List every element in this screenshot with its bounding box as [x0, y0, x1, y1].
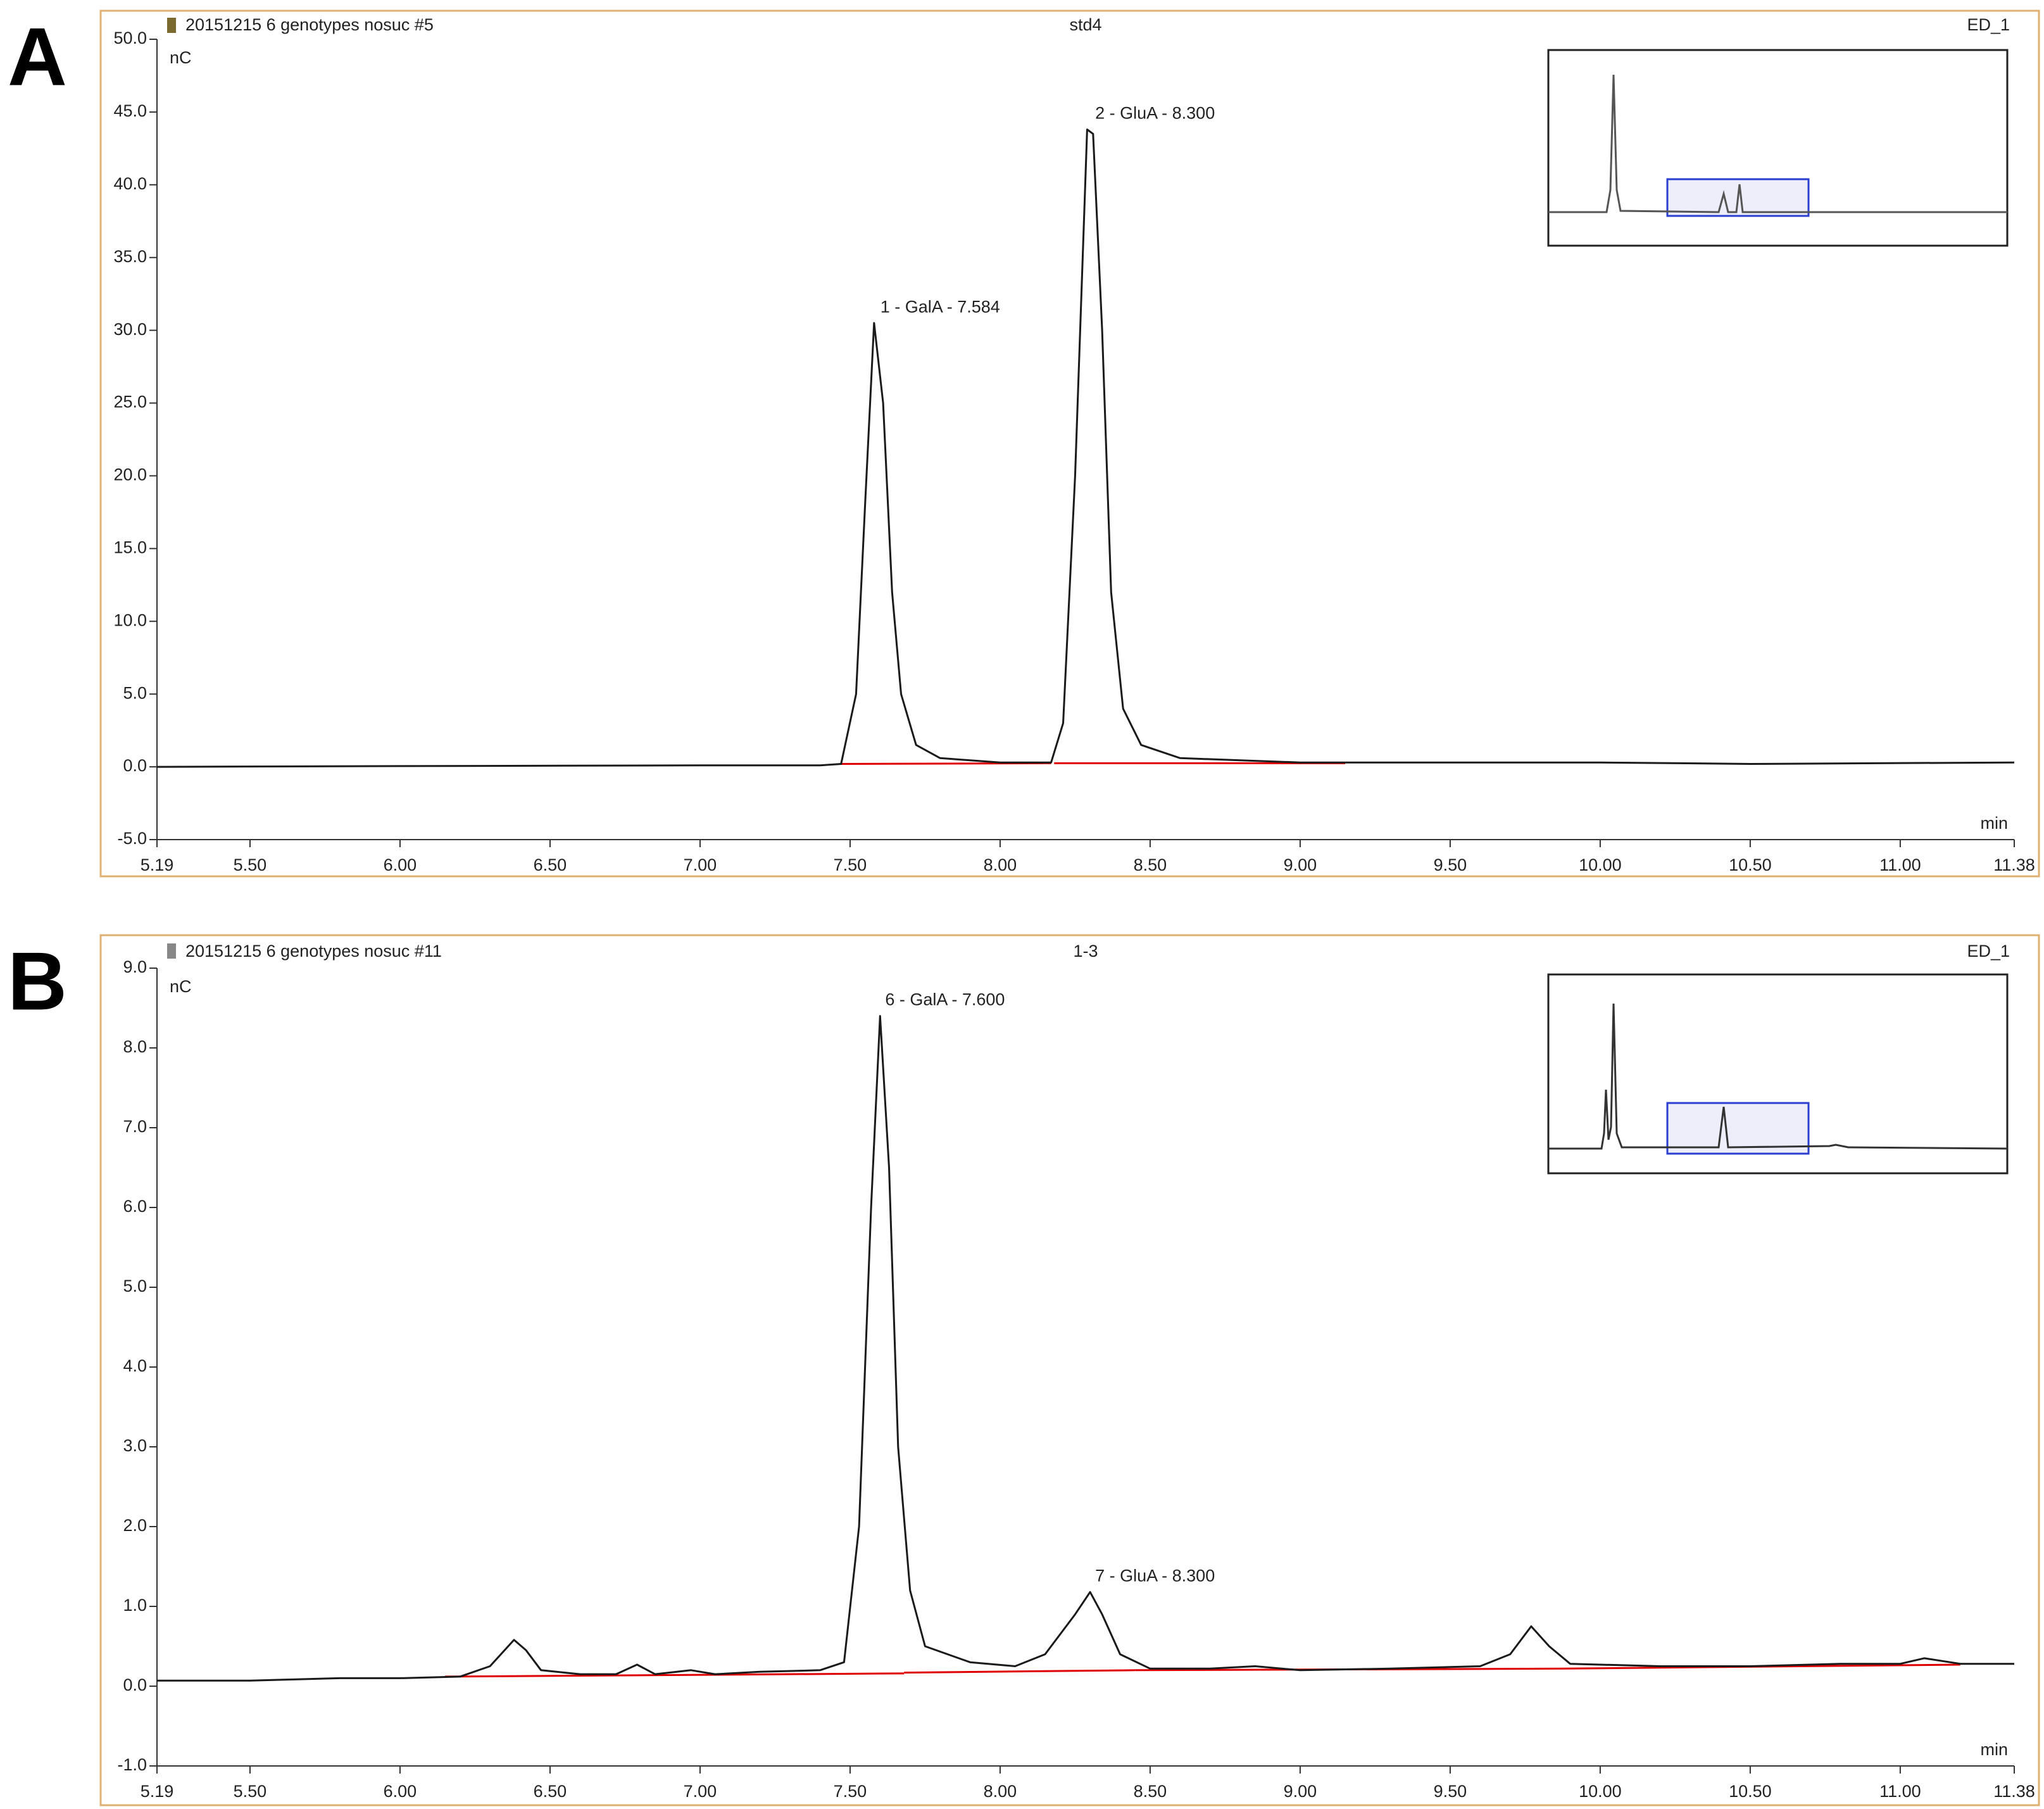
- x-axis-label: min: [1980, 1740, 2008, 1759]
- file-icon: [167, 18, 176, 33]
- panel-frame: [99, 934, 2040, 1806]
- x-tick-label: 10.00: [1579, 855, 1622, 874]
- x-tick-label: 11.38: [1993, 1782, 2035, 1801]
- y-tick-label: 5.0: [123, 1276, 147, 1295]
- peak-label: 1 - GalA - 7.584: [881, 297, 1000, 316]
- x-tick-label: 5.19: [141, 1782, 174, 1801]
- y-tick-label: 8.0: [123, 1037, 147, 1056]
- y-tick-label: -1.0: [117, 1755, 147, 1774]
- y-tick-label: 0.0: [123, 756, 147, 775]
- file-name: 20151215 6 genotypes nosuc #11: [185, 942, 442, 961]
- x-tick-label: 6.00: [384, 1782, 417, 1801]
- peak-label: 2 - GluA - 8.300: [1095, 104, 1215, 123]
- peak-label: 7 - GluA - 8.300: [1095, 1566, 1215, 1585]
- y-tick-label: 9.0: [123, 957, 147, 976]
- y-tick-label: -5.0: [117, 829, 147, 848]
- x-tick-label: 9.50: [1434, 1782, 1467, 1801]
- x-tick-label: 6.00: [384, 855, 417, 874]
- panel-label: A: [8, 10, 67, 103]
- panel-label: B: [8, 935, 67, 1027]
- x-tick-label: 11.38: [1993, 855, 2035, 874]
- y-axis-label: nC: [170, 48, 192, 67]
- y-tick-label: 35.0: [113, 247, 147, 266]
- y-tick-label: 40.0: [113, 174, 147, 193]
- channel-name: ED_1: [1967, 942, 2010, 961]
- x-tick-label: 8.00: [984, 855, 1017, 874]
- sample-name: 1-3: [1073, 942, 1098, 961]
- chromatogram-trace: [157, 1015, 2014, 1682]
- overview-inset: [1547, 973, 2009, 1175]
- x-tick-label: 5.50: [234, 1782, 267, 1801]
- x-tick-label: 9.50: [1434, 855, 1467, 874]
- x-tick-label: 10.50: [1729, 855, 1772, 874]
- channel-name: ED_1: [1967, 15, 2010, 34]
- x-tick-label: 5.50: [234, 855, 267, 874]
- y-tick-label: 2.0: [123, 1516, 147, 1535]
- x-tick-label: 10.00: [1579, 1782, 1622, 1801]
- y-tick-label: 6.0: [123, 1197, 147, 1216]
- zoom-box: [1666, 1102, 1810, 1155]
- y-tick-label: 5.0: [123, 683, 147, 702]
- x-tick-label: 10.50: [1729, 1782, 1772, 1801]
- x-tick-label: 5.19: [141, 855, 174, 874]
- peak-label: 6 - GalA - 7.600: [885, 990, 1005, 1009]
- y-tick-label: 30.0: [113, 320, 147, 339]
- panel-frame: [99, 9, 2040, 878]
- x-tick-label: 9.00: [1284, 855, 1317, 874]
- x-tick-label: 6.50: [534, 855, 567, 874]
- y-tick-label: 3.0: [123, 1436, 147, 1455]
- x-tick-label: 7.50: [834, 1782, 867, 1801]
- y-tick-label: 7.0: [123, 1117, 147, 1136]
- y-axis-label: nC: [170, 977, 192, 996]
- file-icon: [167, 943, 176, 959]
- y-tick-label: 50.0: [113, 28, 147, 47]
- x-tick-label: 7.00: [684, 1782, 717, 1801]
- x-tick-label: 8.50: [1134, 855, 1167, 874]
- x-tick-label: 7.50: [834, 855, 867, 874]
- x-tick-label: 9.00: [1284, 1782, 1317, 1801]
- x-tick-label: 6.50: [534, 1782, 567, 1801]
- y-tick-label: 1.0: [123, 1596, 147, 1615]
- inset-trace: [1548, 1003, 2008, 1150]
- y-tick-label: 0.0: [123, 1675, 147, 1694]
- y-tick-label: 4.0: [123, 1356, 147, 1375]
- file-name: 20151215 6 genotypes nosuc #5: [185, 15, 434, 34]
- inset-trace: [1548, 74, 2007, 213]
- sample-name: std4: [1069, 15, 1101, 34]
- x-tick-label: 11.00: [1879, 1782, 1921, 1801]
- integration-baseline: [904, 1669, 1136, 1674]
- x-tick-label: 8.00: [984, 1782, 1017, 1801]
- y-tick-label: 20.0: [113, 465, 147, 484]
- y-tick-label: 15.0: [113, 538, 147, 557]
- y-tick-label: 25.0: [113, 393, 147, 412]
- y-tick-label: 10.0: [113, 610, 147, 629]
- chromatogram-trace: [156, 129, 2015, 768]
- y-tick-label: 45.0: [113, 101, 147, 120]
- x-tick-label: 11.00: [1879, 855, 1921, 874]
- x-tick-label: 8.50: [1134, 1782, 1167, 1801]
- x-axis-label: min: [1980, 814, 2008, 833]
- overview-inset: [1547, 49, 2009, 247]
- integration-baseline: [445, 1672, 905, 1678]
- x-tick-label: 7.00: [684, 855, 717, 874]
